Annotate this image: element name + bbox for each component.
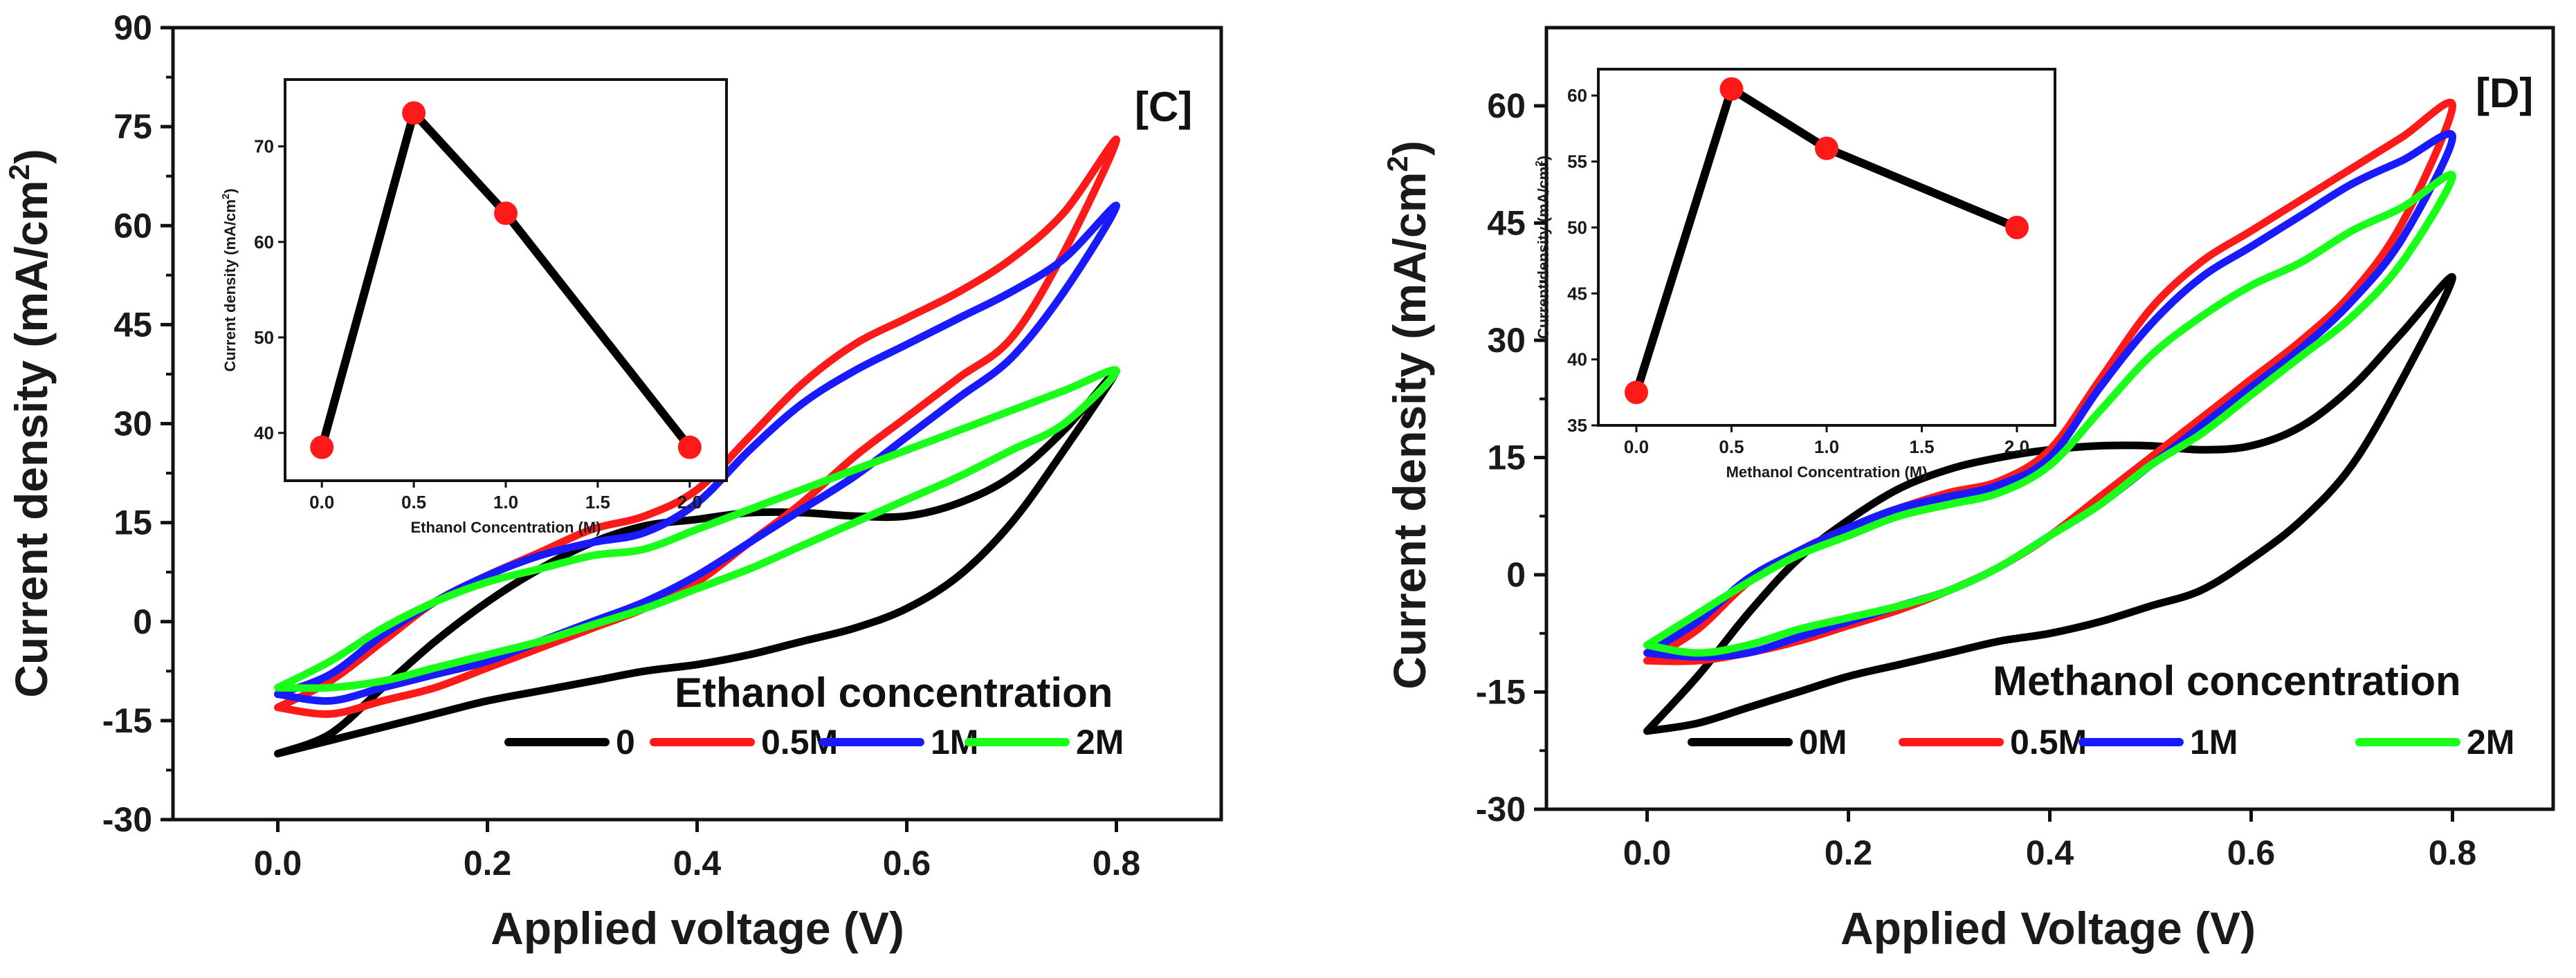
- y-axis-title: Current density (mA/cm2): [3, 149, 57, 697]
- y-tick-label: -15: [1476, 673, 1526, 712]
- y-axis-title-end: ): [6, 149, 57, 164]
- inset-line: [318, 109, 694, 452]
- inset-x-tick-label: 1.0: [1814, 436, 1839, 457]
- series-2M-curve: [1643, 170, 2456, 657]
- inset-y-axis-title: Current density (mA/cm2): [220, 188, 239, 371]
- legend-label-0M: 0M: [1799, 723, 1847, 762]
- x-tick-label: 0.8: [2429, 833, 2477, 872]
- y-tick-label: 30: [1487, 321, 1526, 360]
- series-2M-curve: [274, 366, 1120, 692]
- inset-y-axis-title-base: Current density (mA/cm: [221, 199, 239, 371]
- x-axis-title: Applied Voltage (V): [1840, 903, 2256, 954]
- inset-y-tick-label: 35: [1567, 415, 1587, 436]
- inset-y-axis-title-end: ): [1535, 156, 1552, 160]
- inset-y-axis-title-superscript: 2: [220, 194, 232, 199]
- x-tick-label: 0.0: [1623, 833, 1672, 872]
- inset-point-0: [1625, 380, 1648, 405]
- inset-x-tick-label: 1.0: [493, 492, 518, 513]
- inset-chart: 0.0 0.5 1.0 1.5 2.0 35 40 45 50 55 60 Methanol Conc…: [1533, 68, 2056, 481]
- panel-label: [C]: [1135, 84, 1192, 130]
- y-tick-label: 0: [133, 602, 152, 641]
- inset-y-tick-label: 55: [1567, 151, 1587, 172]
- panel-d: 0.0 0.2 0.4 0.6 0.8 -30 -15 0 15 30 45 60 Applied Vo…: [1381, 26, 2555, 954]
- inset-point-3: [2005, 215, 2029, 239]
- inset-y-tick-label: 60: [1567, 85, 1587, 106]
- inset-y-tick-label: 70: [254, 136, 274, 157]
- x-tick-label: 0.2: [464, 844, 512, 883]
- inset-y-axis-title-superscript: 2: [1533, 160, 1545, 166]
- x-tick-label: 0.0: [254, 844, 302, 883]
- legend-label-1M: 1M: [2190, 723, 2238, 762]
- inset-x-tick-label: 1.5: [1909, 436, 1934, 457]
- inset-y-tick-label: 50: [254, 327, 274, 348]
- inset-x-tick-label: 0.5: [401, 492, 426, 513]
- y-tick-label: 0: [1506, 555, 1526, 594]
- x-tick-label: 0.6: [883, 844, 931, 883]
- y-tick-label: -15: [102, 701, 152, 740]
- inset-x-axis-title: Ethanol Concentration (M): [411, 519, 601, 536]
- y-tick-label: 15: [113, 504, 152, 542]
- inset-y-tick-label: 50: [1567, 217, 1587, 238]
- inset-point-0: [310, 435, 334, 459]
- y-tick-label: -30: [1476, 790, 1526, 829]
- legend-title: Ethanol concentration: [675, 670, 1113, 716]
- inset-x-tick-label: 2.0: [2004, 436, 2029, 457]
- inset-y-axis-title: Current density (mA/cm2): [1533, 156, 1552, 339]
- x-tick-label: 0.8: [1093, 844, 1141, 883]
- x-axis-title: Applied voltage (V): [491, 903, 904, 954]
- x-tick-label: 0.4: [673, 844, 722, 883]
- legend-label-2M: 2M: [1076, 723, 1124, 762]
- y-tick-label: 60: [113, 206, 152, 245]
- inset-line: [1632, 84, 2021, 397]
- inset-chart: 0.0 0.5 1.0 1.5 2.0 40 50 60 70 Ethanol Concentra…: [220, 78, 728, 536]
- y-axis-title-base: Current density (mA/cm: [1384, 172, 1435, 690]
- inset-frame: [284, 78, 728, 482]
- inset-y-axis-title-end: ): [221, 188, 239, 193]
- legend-label-0.5M: 0.5M: [2010, 723, 2087, 762]
- inset-y-tick-label: 45: [1567, 283, 1587, 304]
- inset-x-tick-label: 0.0: [1624, 436, 1649, 457]
- inset-point-2: [494, 201, 518, 225]
- y-tick-label: 45: [1487, 204, 1526, 243]
- y-axis-title-superscript: 2: [1381, 156, 1414, 172]
- x-tick-label: 0.4: [2026, 833, 2074, 872]
- panel-label: [D]: [2476, 70, 2533, 116]
- y-tick-label: 60: [1487, 86, 1526, 125]
- inset-frame: [1597, 68, 2056, 427]
- inset-point-3: [677, 435, 702, 459]
- legend-label-0: 0: [616, 723, 635, 762]
- series-0M-curve: [1643, 273, 2456, 735]
- y-tick-label: -30: [102, 800, 152, 839]
- inset-y-tick-label: 60: [254, 232, 274, 252]
- inset-point-1: [402, 101, 426, 125]
- panel-c: 0.0 0.2 0.4 0.6 0.8 -30 -15 0 15 30 45 60 75 90 Applie…: [3, 8, 1223, 954]
- y-tick-label: 90: [113, 8, 152, 47]
- y-axis-title-superscript: 2: [3, 164, 35, 180]
- y-tick-label: 30: [113, 405, 152, 443]
- inset-x-tick-label: 1.5: [585, 492, 610, 513]
- legend-label-2M: 2M: [2467, 723, 2514, 762]
- inset-x-tick-label: 0.5: [1719, 436, 1744, 457]
- y-axis-title: Current density (mA/cm2): [1381, 140, 1435, 689]
- inset-x-axis-title: Methanol Concentration (M): [1726, 463, 1928, 481]
- y-tick-label: 45: [113, 305, 152, 344]
- legend-title: Methanol concentration: [1993, 658, 2461, 704]
- inset-x-tick-label: 0.0: [309, 492, 334, 513]
- y-axis-title-base: Current density (mA/cm: [6, 181, 57, 698]
- x-tick-label: 0.6: [2227, 833, 2276, 872]
- inset-y-axis-title-base: Current density (mA/cm: [1535, 167, 1552, 339]
- y-axis-title-end: ): [1384, 140, 1435, 156]
- y-tick-label: 75: [113, 107, 152, 146]
- inset-x-tick-label: 2.0: [677, 492, 702, 513]
- x-tick-label: 0.2: [1825, 833, 1873, 872]
- inset-y-tick-label: 40: [254, 423, 274, 443]
- inset-y-tick-label: 40: [1567, 349, 1587, 370]
- inset-point-2: [1815, 136, 1838, 160]
- inset-point-1: [1719, 77, 1744, 101]
- y-tick-label: 15: [1487, 439, 1526, 477]
